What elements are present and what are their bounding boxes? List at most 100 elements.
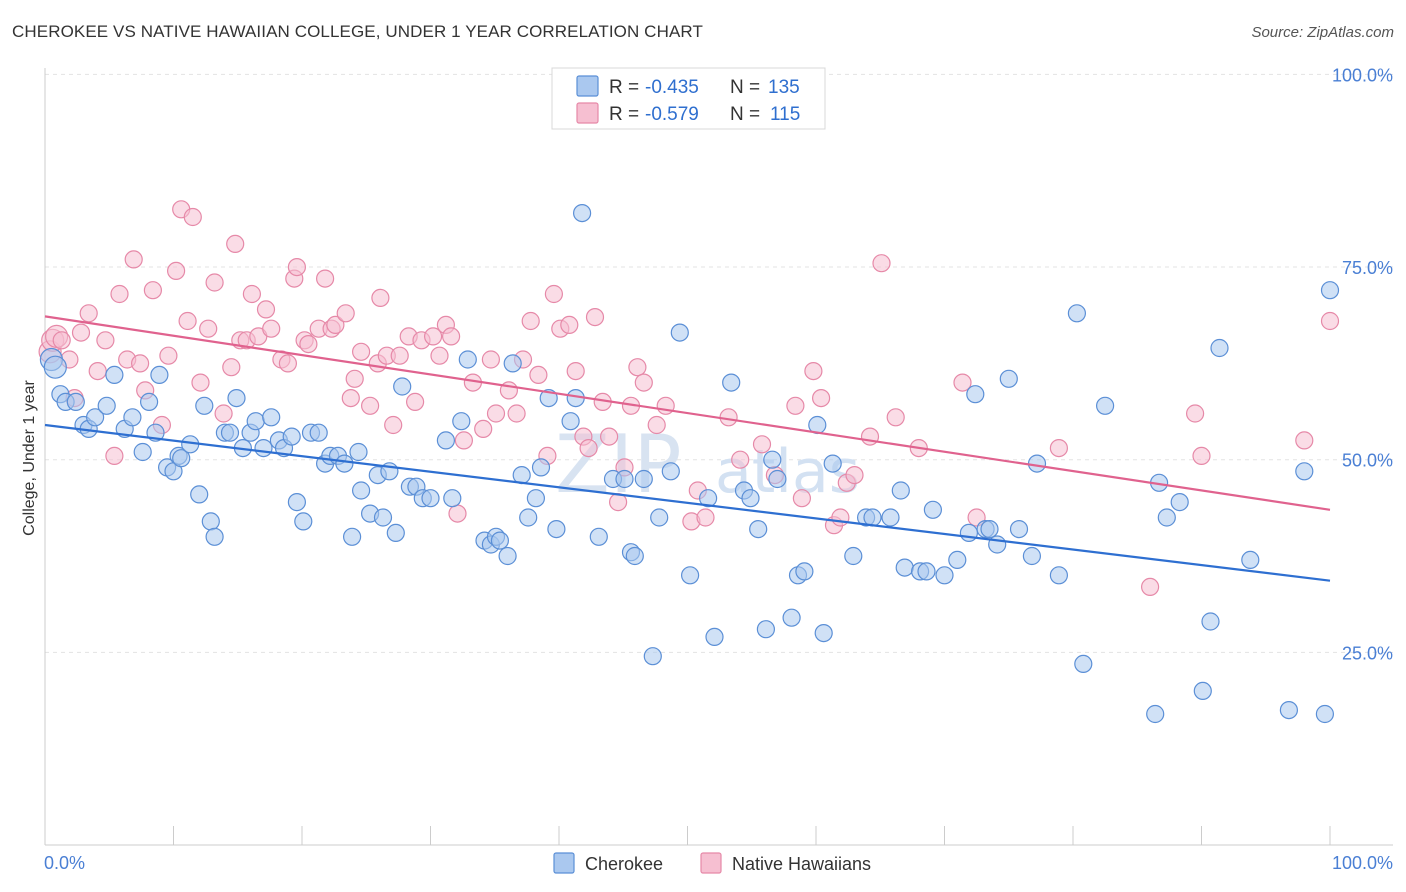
cherokee-point-85 xyxy=(670,323,689,342)
hawaiian-point-76 xyxy=(560,315,579,334)
cherokee-point-132 xyxy=(1210,338,1229,358)
legend-swatch-cherokee xyxy=(576,75,599,97)
legend-n-value-2: 115 xyxy=(770,104,800,125)
hawaiian-point-10 xyxy=(105,446,124,465)
hawaiian-point-79 xyxy=(579,439,598,458)
y-tick-labels: 100.0% 75.0% 50.0% 25.0% xyxy=(1332,65,1393,663)
cherokee-point-81 xyxy=(634,469,653,489)
cherokee-point-105 xyxy=(881,508,900,527)
cherokee-point-124 xyxy=(1074,654,1093,674)
hawaiian-point-62 xyxy=(448,504,467,523)
cherokee-point-9 xyxy=(105,365,124,384)
hawaiian-point-51 xyxy=(371,288,390,307)
hawaiian-point-112 xyxy=(1140,577,1160,597)
cherokee-point-107 xyxy=(895,558,914,577)
cherokee-point-135 xyxy=(1295,462,1314,481)
cherokee-point-70 xyxy=(531,458,551,477)
cherokee-point-7 xyxy=(85,408,105,427)
hawaiian-point-21 xyxy=(178,311,197,331)
hawaiian-point-53 xyxy=(384,415,403,435)
cherokee-point-92 xyxy=(749,519,768,539)
hawaiian-point-49 xyxy=(361,396,380,415)
legend-n-value-1: 135 xyxy=(768,77,800,98)
hawaiian-point-13 xyxy=(124,250,143,269)
hawaiian-point-9 xyxy=(96,331,115,350)
hawaiian-point-65 xyxy=(474,419,493,438)
cherokee-point-44 xyxy=(343,527,362,546)
cherokee-point-130 xyxy=(1193,681,1212,701)
cherokee-point-131 xyxy=(1201,612,1220,631)
gridlines xyxy=(45,73,1393,653)
cherokee-point-26 xyxy=(220,423,240,442)
cherokee-point-58 xyxy=(443,489,462,508)
cherokee-point-11 xyxy=(123,408,142,427)
cherokee-point-75 xyxy=(572,204,592,223)
legend-r-label-1: R = xyxy=(609,77,639,98)
cherokee-point-78 xyxy=(615,469,634,489)
cherokee-point-134 xyxy=(1279,700,1299,720)
cherokee-point-122 xyxy=(1049,566,1069,585)
cherokee-point-66 xyxy=(503,354,522,373)
hawaiian-point-26 xyxy=(214,404,233,423)
chart-source: Source: ZipAtlas.com xyxy=(1251,24,1394,41)
hawaiian-point-92 xyxy=(696,508,715,527)
cherokee-point-36 xyxy=(287,493,306,512)
cherokee-point-84 xyxy=(661,462,680,481)
cherokee-point-109 xyxy=(917,562,936,581)
cherokee-point-87 xyxy=(698,489,718,508)
cherokee-point-94 xyxy=(763,450,782,469)
hawaiian-point-116 xyxy=(1320,311,1340,331)
hawaiian-point-7 xyxy=(79,304,98,323)
bottom-legend-label-hawaiian: Native Hawaiians xyxy=(732,854,871,874)
cherokee-point-37 xyxy=(294,512,313,531)
bottom-legend-swatch-cherokee xyxy=(553,852,575,874)
cherokee-point-96 xyxy=(782,608,801,627)
cherokee-point-101 xyxy=(823,454,842,473)
cherokee-point-121 xyxy=(1027,454,1047,473)
y-tick-label-3: 25.0% xyxy=(1342,643,1393,663)
cherokee-point-22 xyxy=(195,396,214,415)
hawaiian-point-102 xyxy=(831,508,850,527)
cherokee-point-111 xyxy=(935,566,954,585)
cherokee-trend-line xyxy=(44,423,1331,582)
cherokee-point-95 xyxy=(768,469,787,489)
cherokee-point-69 xyxy=(526,489,546,508)
hawaiian-point-46 xyxy=(341,389,360,408)
x-tick-label-min: 0.0% xyxy=(44,853,85,873)
cherokee-point-129 xyxy=(1170,493,1189,512)
cherokee-point-45 xyxy=(349,442,368,462)
hawaiian-point-97 xyxy=(786,396,805,415)
hawaiian-point-14 xyxy=(131,354,150,373)
trend-lines xyxy=(44,315,1331,582)
cherokee-point-128 xyxy=(1157,508,1176,527)
hawaiian-point-24 xyxy=(199,319,218,338)
cherokee-point-86 xyxy=(680,566,700,585)
cherokee-point-113 xyxy=(959,523,979,543)
cherokee-point-73 xyxy=(561,412,580,431)
hawaiian-point-8 xyxy=(88,362,107,381)
cherokee-point-137 xyxy=(1320,281,1340,300)
cherokee-point-125 xyxy=(1095,396,1115,415)
native-hawaiians-points xyxy=(38,200,1340,597)
x-tick-label-max: 100.0% xyxy=(1332,853,1393,873)
hawaiian-point-22 xyxy=(183,207,202,227)
cherokee-point-119 xyxy=(1009,519,1029,539)
hawaiian-point-36 xyxy=(278,354,297,373)
y-tick-label-2: 50.0% xyxy=(1342,451,1393,471)
cherokee-point-98 xyxy=(795,562,814,581)
cherokee-point-52 xyxy=(393,377,412,396)
hawaiian-point-38 xyxy=(287,258,306,277)
cherokee-point-100 xyxy=(814,623,833,643)
cherokee-point-82 xyxy=(643,647,662,666)
cherokee-point-57 xyxy=(436,431,455,450)
cherokee-point-116 xyxy=(980,519,999,539)
cherokee-point-46 xyxy=(352,481,371,500)
hawaiian-point-98 xyxy=(792,489,812,508)
cherokee-point-91 xyxy=(741,489,760,508)
cherokee-point-32 xyxy=(262,408,281,427)
hawaiian-point-106 xyxy=(872,254,891,273)
cherokee-point-133 xyxy=(1241,550,1260,570)
legend-n-label-1: N = xyxy=(730,77,760,98)
chart-title: CHEROKEE VS NATIVE HAWAIIAN COLLEGE, UND… xyxy=(12,22,703,41)
